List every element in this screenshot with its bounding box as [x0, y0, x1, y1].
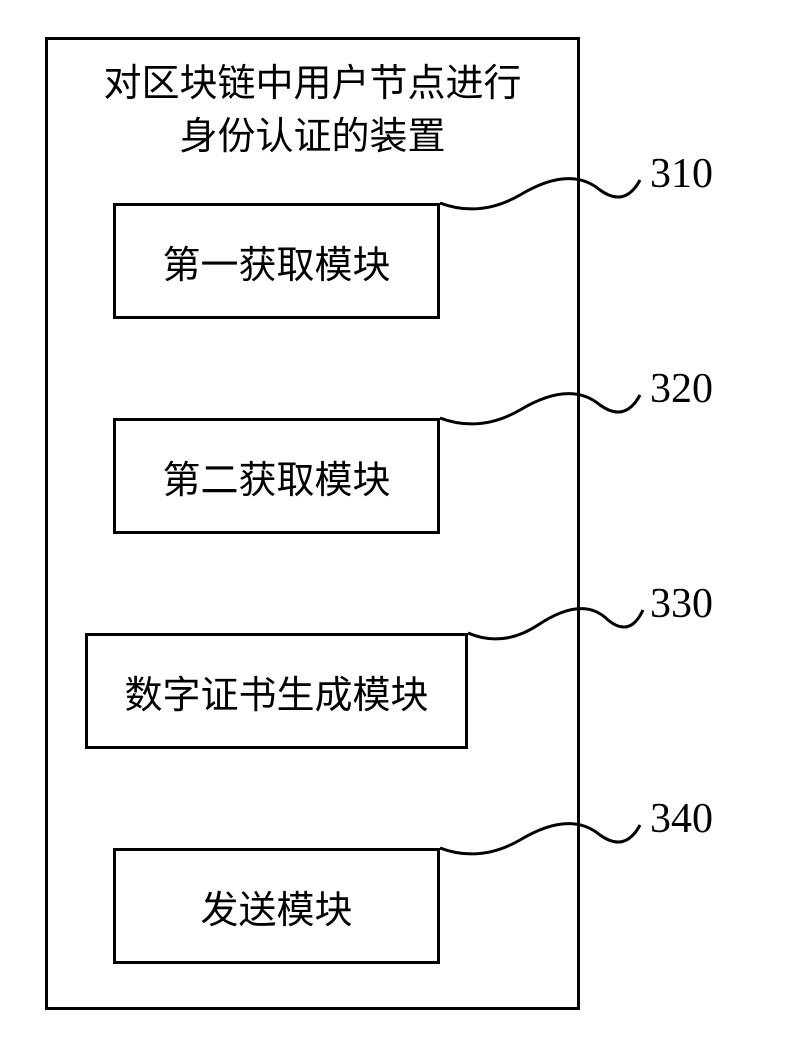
module-label-2: 320 — [650, 365, 713, 413]
module-box-3: 数字证书生成模块 — [85, 633, 468, 749]
module-text-2: 第二获取模块 — [162, 449, 390, 504]
module-box-1: 第一获取模块 — [113, 203, 440, 319]
module-box-4: 发送模块 — [113, 848, 440, 964]
module-label-4: 340 — [650, 795, 713, 843]
connector-3 — [468, 590, 653, 650]
title-line-1: 对区块链中用户节点进行 — [58, 58, 567, 111]
connector-4 — [440, 805, 650, 865]
module-text-3: 数字证书生成模块 — [124, 664, 428, 719]
module-box-2: 第二获取模块 — [113, 418, 440, 534]
module-label-1: 310 — [650, 150, 713, 198]
connector-1 — [440, 160, 650, 220]
title-line-2: 身份认证的装置 — [58, 111, 567, 164]
module-text-4: 发送模块 — [200, 879, 352, 934]
diagram-title: 对区块链中用户节点进行 身份认证的装置 — [48, 40, 577, 164]
module-text-1: 第一获取模块 — [162, 234, 390, 289]
module-label-3: 330 — [650, 580, 713, 628]
connector-2 — [440, 375, 650, 435]
